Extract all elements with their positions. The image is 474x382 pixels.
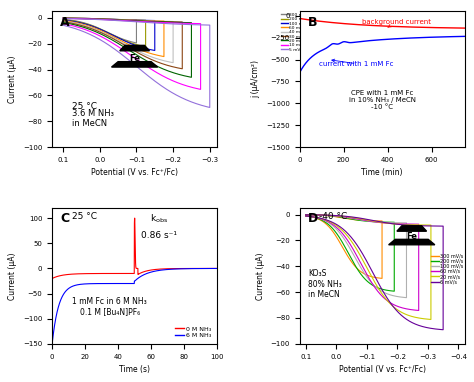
- Y-axis label: j (μA/cm²): j (μA/cm²): [251, 60, 260, 98]
- Legend: 300 mVs⁻¹, 200 mVs⁻¹, 100 mVs⁻¹, 60 mVs⁻¹, 40 mVs⁻¹, 30 mVs⁻¹, 20 mVs⁻¹, 10 mVs⁻: 300 mVs⁻¹, 200 mVs⁻¹, 100 mVs⁻¹, 60 mVs⁻…: [279, 11, 314, 53]
- Text: background current: background current: [362, 19, 431, 28]
- Text: 25 °C: 25 °C: [72, 102, 97, 111]
- Text: Fe: Fe: [406, 232, 417, 241]
- Text: A: A: [60, 16, 70, 29]
- Text: -40 °C: -40 °C: [319, 212, 347, 221]
- Y-axis label: Current (μA): Current (μA): [9, 55, 18, 103]
- Text: KO₃S
80% NH₃
in MeCN: KO₃S 80% NH₃ in MeCN: [308, 269, 342, 299]
- Polygon shape: [120, 45, 149, 51]
- Text: k$_{\rm obs}$: k$_{\rm obs}$: [150, 213, 168, 225]
- Polygon shape: [389, 240, 435, 245]
- Text: C: C: [60, 212, 70, 225]
- Text: CPE with 1 mM Fc
in 10% NH₃ / MeCN
-10 °C: CPE with 1 mM Fc in 10% NH₃ / MeCN -10 °…: [348, 90, 416, 110]
- X-axis label: Time (s): Time (s): [119, 365, 150, 374]
- Legend: 300 mV/s, 200 mV/s, 100 mV/s, 60 mV/s, 20 mV/s, 6 mV/s: 300 mV/s, 200 mV/s, 100 mV/s, 60 mV/s, 2…: [429, 251, 465, 286]
- Polygon shape: [111, 62, 158, 67]
- X-axis label: Time (min): Time (min): [361, 168, 403, 177]
- Text: Fe: Fe: [129, 55, 140, 63]
- Y-axis label: Current (μA): Current (μA): [9, 252, 18, 300]
- X-axis label: Potential (V vs. Fc⁺/Fc): Potential (V vs. Fc⁺/Fc): [338, 365, 426, 374]
- Text: 3.6 M NH₃
in MeCN: 3.6 M NH₃ in MeCN: [72, 109, 114, 128]
- Text: 1 mM Fc in 6 M NH₃
0.1 M [Bu₄N]PF₆: 1 mM Fc in 6 M NH₃ 0.1 M [Bu₄N]PF₆: [73, 296, 147, 316]
- Y-axis label: Current (μA): Current (μA): [256, 252, 265, 300]
- Legend: 0 M NH₃, 6 M NH₃: 0 M NH₃, 6 M NH₃: [173, 324, 214, 341]
- Polygon shape: [397, 226, 427, 231]
- Text: B: B: [308, 16, 317, 29]
- Text: 0.86 s⁻¹: 0.86 s⁻¹: [141, 231, 177, 240]
- Text: current with 1 mM Fc: current with 1 mM Fc: [319, 59, 394, 67]
- X-axis label: Potential (V vs. Fc⁺/Fc): Potential (V vs. Fc⁺/Fc): [91, 168, 178, 177]
- Text: 25 °C: 25 °C: [72, 212, 97, 221]
- Text: D: D: [308, 212, 318, 225]
